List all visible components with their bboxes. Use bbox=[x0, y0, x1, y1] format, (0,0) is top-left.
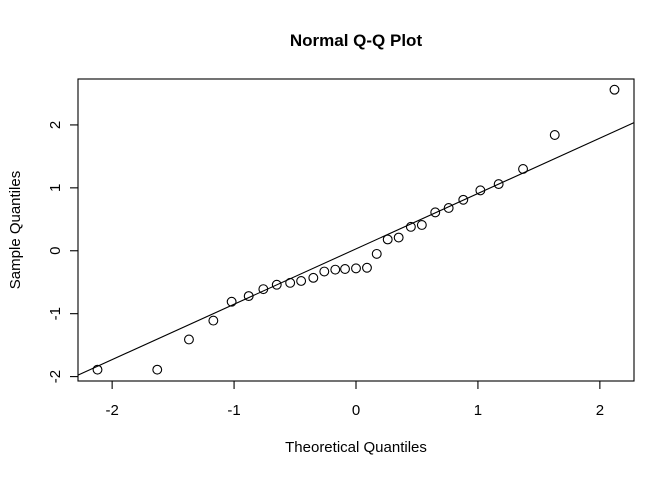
data-point bbox=[208, 315, 219, 326]
y-tick-label: -1 bbox=[47, 307, 64, 320]
data-point bbox=[296, 276, 307, 286]
data-point bbox=[258, 284, 269, 295]
data-point bbox=[382, 234, 393, 245]
chart-title: Normal Q-Q Plot bbox=[290, 31, 423, 50]
axis-ticks: -2 -1 0 1 2 -2 -1 0 1 2 bbox=[47, 121, 604, 419]
data-point bbox=[184, 334, 194, 345]
data-point bbox=[493, 179, 504, 190]
data-point bbox=[243, 291, 254, 302]
data-point bbox=[92, 364, 103, 375]
data-point bbox=[475, 185, 486, 196]
data-point bbox=[285, 277, 296, 288]
data-point bbox=[271, 279, 282, 290]
data-point bbox=[152, 364, 163, 375]
data-points-group bbox=[92, 84, 620, 375]
data-point bbox=[416, 220, 427, 230]
y-axis-label: Sample Quantiles bbox=[7, 171, 24, 289]
data-point bbox=[308, 272, 319, 283]
data-point bbox=[443, 203, 454, 213]
data-point bbox=[226, 296, 237, 307]
data-point bbox=[405, 221, 416, 232]
data-point bbox=[351, 263, 361, 274]
data-point bbox=[330, 264, 341, 275]
data-point bbox=[609, 84, 620, 95]
reference-line-group bbox=[77, 122, 635, 376]
x-tick-label: -1 bbox=[227, 402, 240, 419]
plot-box bbox=[77, 78, 635, 382]
x-tick-label: 0 bbox=[352, 402, 360, 419]
qq-reference-line bbox=[77, 122, 635, 376]
data-point bbox=[518, 164, 528, 174]
data-point bbox=[362, 262, 372, 273]
data-point bbox=[549, 130, 560, 140]
data-point bbox=[340, 264, 350, 274]
data-point bbox=[319, 266, 330, 277]
data-point bbox=[393, 232, 404, 243]
x-tick-label: -2 bbox=[105, 402, 118, 419]
x-tick-label: 2 bbox=[596, 402, 604, 419]
data-point bbox=[430, 207, 441, 218]
x-axis-label: Theoretical Quantiles bbox=[285, 439, 427, 456]
y-tick-label: 1 bbox=[47, 184, 64, 192]
data-point bbox=[371, 248, 382, 259]
y-tick-label: -2 bbox=[47, 370, 64, 383]
y-tick-label: 0 bbox=[47, 247, 64, 255]
y-tick-label: 2 bbox=[47, 121, 64, 129]
x-tick-label: 1 bbox=[474, 402, 482, 419]
data-point bbox=[458, 194, 469, 205]
